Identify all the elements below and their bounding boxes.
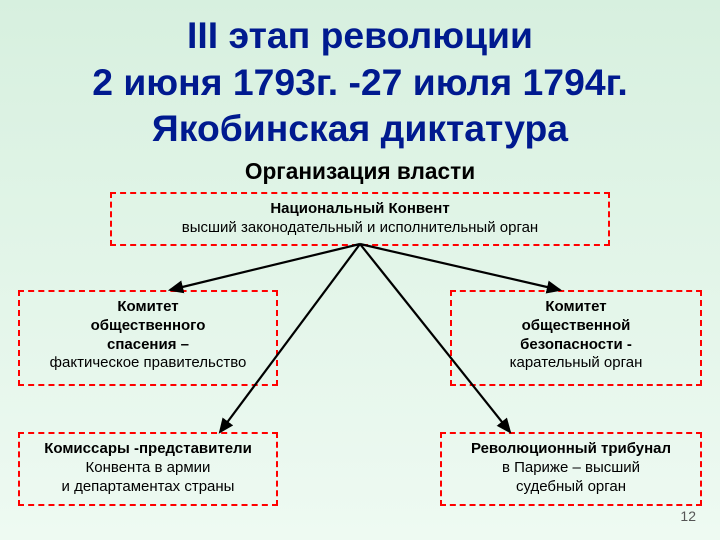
title-line-1: III этап революции <box>0 12 720 59</box>
box-left2-l1: Комиссары -представители <box>28 440 268 459</box>
box-left1-l3: спасения – <box>28 336 268 355</box>
page-number: 12 <box>680 508 696 524</box>
box-right1-l1: Комитет <box>460 298 692 317</box>
box-top-line1: Национальный Конвент <box>120 200 600 219</box>
box-national-convention: Национальный Конвент высший законодатель… <box>110 192 610 246</box>
box-right2-l3: судебный орган <box>450 478 692 497</box>
box-committee-public-security: Комитет общественной безопасности - кара… <box>450 290 702 386</box>
box-committee-public-salvation: Комитет общественного спасения – фактиче… <box>18 290 278 386</box>
box-revolutionary-tribunal: Революционный трибунал в Париже – высший… <box>440 432 702 506</box>
box-left1-l4: фактическое правительство <box>28 354 268 373</box>
box-left2-l3: и департаментах страны <box>28 478 268 497</box>
box-right2-l2: в Париже – высший <box>450 459 692 478</box>
box-commissars: Комиссары -представители Конвента в арми… <box>18 432 278 506</box>
subtitle: Организация власти <box>0 158 720 185</box>
box-right1-l4: карательный орган <box>460 354 692 373</box>
title-block: III этап революции 2 июня 1793г. -27 июл… <box>0 0 720 152</box>
box-right2-l1: Революционный трибунал <box>450 440 692 459</box>
box-left1-l1: Комитет <box>28 298 268 317</box>
title-line-2: 2 июня 1793г. -27 июля 1794г. <box>0 59 720 106</box>
box-left2-l2: Конвента в армии <box>28 459 268 478</box>
title-line-3: Якобинская диктатура <box>0 105 720 152</box>
box-left1-l2: общественного <box>28 317 268 336</box>
slide: III этап революции 2 июня 1793г. -27 июл… <box>0 0 720 540</box>
box-right1-l3: безопасности - <box>460 336 692 355</box>
box-top-line2: высший законодательный и исполнительный … <box>120 219 600 238</box>
box-right1-l2: общественной <box>460 317 692 336</box>
